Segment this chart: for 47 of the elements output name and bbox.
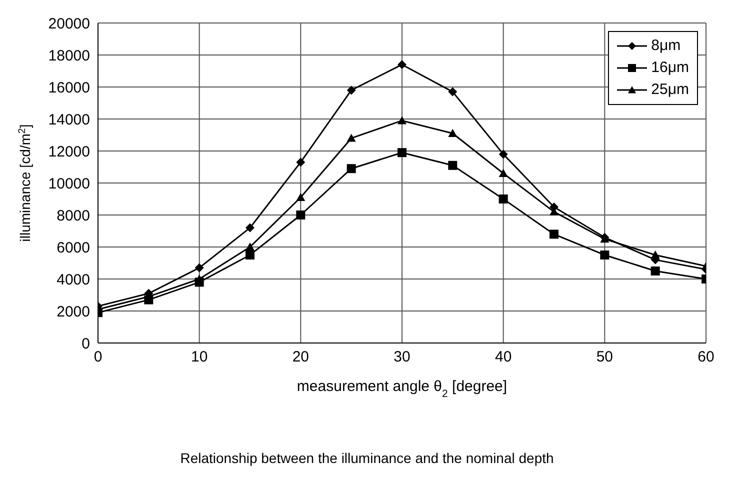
point — [246, 242, 254, 251]
y-tick-label: 20000 — [48, 15, 90, 32]
y-tick-label: 2000 — [56, 303, 90, 320]
point — [498, 194, 508, 204]
legend-label: 8μm — [651, 36, 681, 56]
x-tick-label: 0 — [94, 348, 102, 366]
point — [296, 192, 306, 201]
x-tick-label: 40 — [494, 348, 512, 366]
x-tick-label: 30 — [394, 348, 410, 366]
y-tick-label: 6000 — [56, 239, 90, 256]
y-tick-label: 10000 — [48, 175, 90, 192]
point — [650, 266, 660, 276]
x-tick-label: 20 — [292, 348, 310, 366]
point — [398, 148, 406, 158]
point — [194, 263, 204, 272]
point — [448, 128, 458, 137]
x-tick-label: 60 — [698, 348, 714, 366]
legend-label: 16μm — [651, 58, 689, 78]
point — [398, 60, 406, 70]
point — [296, 158, 306, 167]
y-tick-label: 0 — [82, 335, 90, 352]
point — [194, 274, 204, 283]
text: Relationship between the illuminance and the nominal depth — [180, 450, 554, 466]
y-tick-label: 18000 — [48, 47, 90, 64]
point — [246, 250, 254, 260]
point — [550, 230, 558, 239]
point — [296, 210, 306, 220]
point — [398, 116, 406, 124]
point — [498, 150, 508, 159]
y-tick-label: 8000 — [56, 207, 90, 224]
y-tick-label: 4000 — [56, 271, 90, 288]
point — [346, 134, 356, 142]
y-tick-label: 16000 — [48, 79, 90, 96]
point — [246, 223, 254, 232]
point — [448, 160, 458, 170]
y-tick-label: 14000 — [48, 111, 90, 128]
point — [498, 168, 508, 177]
x-tick-label: 50 — [596, 348, 614, 366]
legend-label: 25μm — [651, 80, 689, 100]
point — [448, 87, 458, 96]
x-tick-label: 10 — [190, 348, 208, 366]
point — [600, 250, 610, 260]
point — [346, 86, 356, 95]
y-tick-label: 12000 — [48, 143, 90, 160]
point — [650, 250, 660, 259]
x-axis-title: measurement angle θ$_{2}$ [degree] — [296, 378, 508, 400]
point — [346, 164, 356, 174]
